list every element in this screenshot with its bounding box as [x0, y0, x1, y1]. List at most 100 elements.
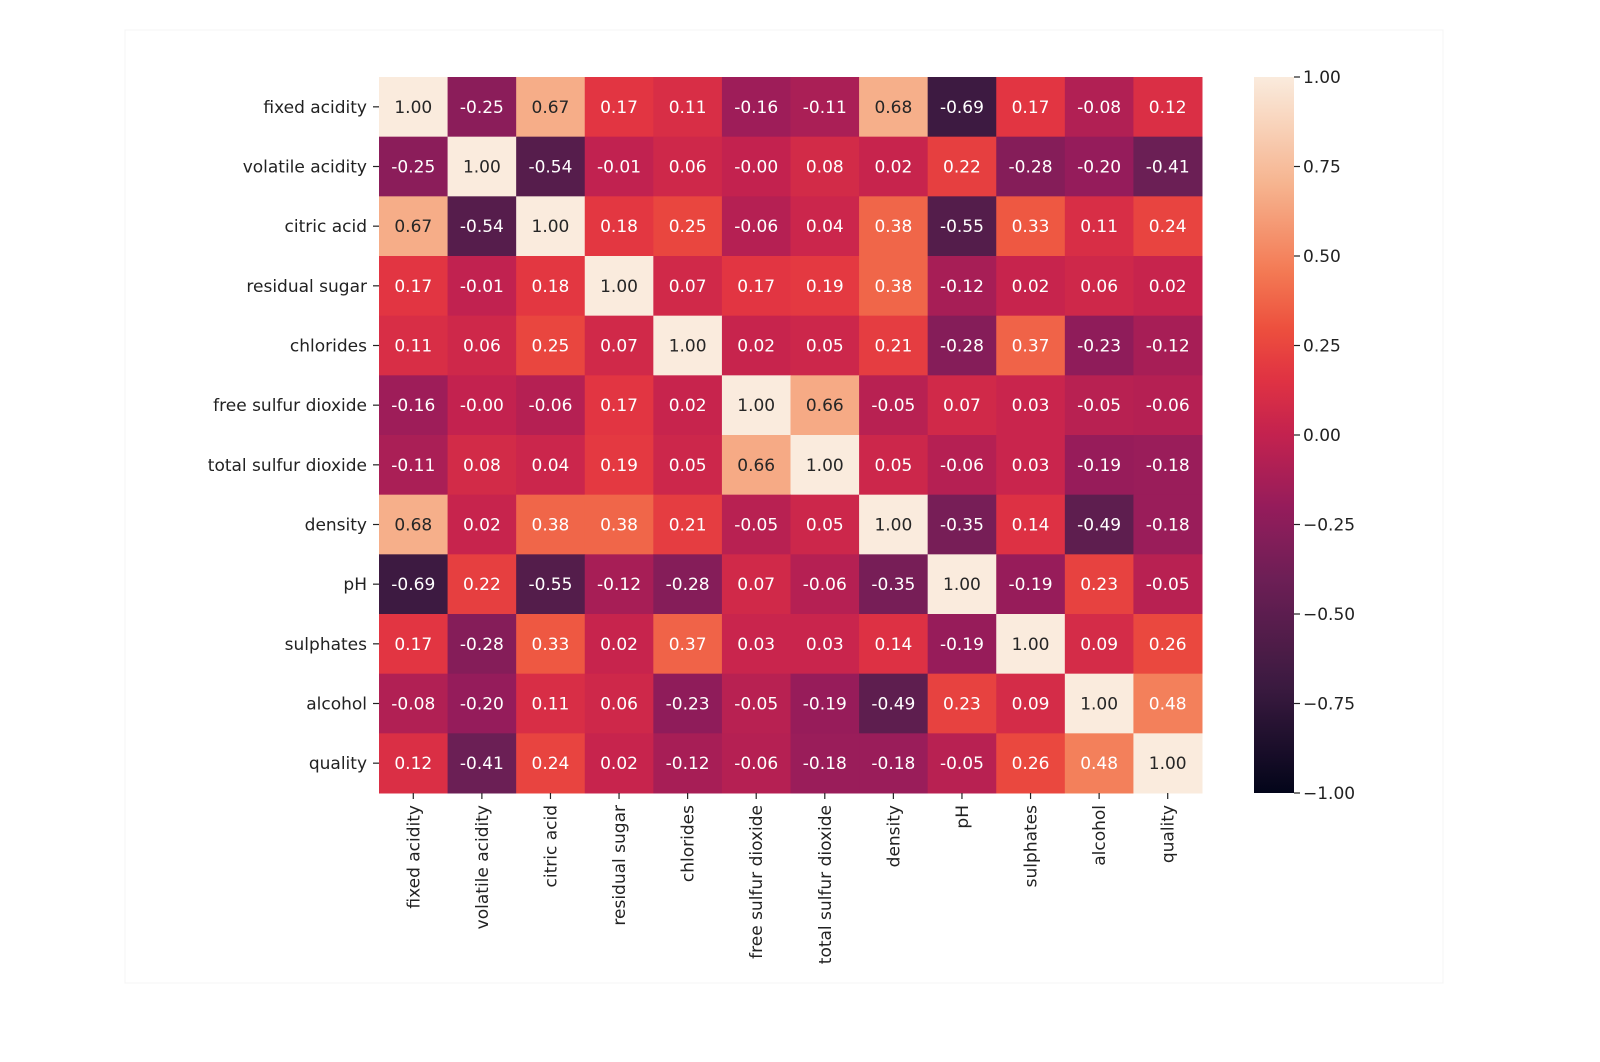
heatmap-cell	[927, 196, 997, 257]
heatmap-cell	[653, 435, 723, 496]
heatmap-cell	[1133, 196, 1203, 257]
cell-value-label: 0.11	[532, 695, 570, 715]
heatmap-cell	[584, 733, 654, 794]
cell-value-label: 0.03	[1012, 456, 1050, 476]
heatmap-cell	[516, 77, 586, 138]
cell-value-label: 1.00	[532, 217, 570, 237]
cell-value-label: -0.69	[940, 98, 984, 118]
x-tick-label: pH	[953, 805, 973, 829]
colorbar-tick-label: −0.75	[1303, 695, 1355, 715]
heatmap-cell	[859, 136, 929, 197]
cell-value-label: 1.00	[737, 396, 775, 416]
cell-value-label: 0.03	[737, 635, 775, 655]
colorbar-tick-label: 0.25	[1303, 337, 1341, 357]
heatmap-cell	[379, 733, 449, 794]
heatmap-cell	[516, 136, 586, 197]
cell-value-label: -0.06	[528, 396, 572, 416]
heatmap-cell	[859, 554, 929, 615]
heatmap-cell	[379, 494, 449, 555]
cell-value-label: -0.19	[1077, 456, 1121, 476]
heatmap-cell	[859, 315, 929, 376]
x-tick-label: free sulfur dioxide	[747, 805, 767, 959]
heatmap-cell	[584, 315, 654, 376]
cell-value-label: 0.14	[874, 635, 912, 655]
x-tick-label: total sulfur dioxide	[816, 805, 836, 964]
cell-value-label: 0.17	[394, 635, 432, 655]
heatmap-cell	[516, 375, 586, 436]
cell-value-label: 0.67	[394, 217, 432, 237]
cell-value-label: -0.05	[940, 754, 984, 774]
heatmap-cell	[790, 554, 860, 615]
cell-value-label: -0.49	[871, 695, 915, 715]
heatmap-cell	[721, 435, 791, 496]
x-tick-label: volatile acidity	[473, 805, 493, 929]
cell-value-label: -0.05	[1146, 575, 1190, 595]
cell-value-label: 0.12	[1149, 98, 1187, 118]
heatmap-cell	[927, 256, 997, 317]
colorbar-tick-label: −1.00	[1303, 784, 1355, 804]
heatmap-cell	[1133, 554, 1203, 615]
cell-value-label: -0.08	[1077, 98, 1121, 118]
heatmap-cell	[584, 554, 654, 615]
heatmap-cell	[653, 614, 723, 675]
cell-value-label: 0.02	[1149, 277, 1187, 297]
cell-value-label: -0.06	[803, 575, 847, 595]
heatmap-cell	[859, 256, 929, 317]
heatmap-cell	[721, 136, 791, 197]
heatmap-cell	[447, 435, 517, 496]
cell-value-label: 0.06	[669, 158, 707, 178]
colorbar: 1.00 0.75 0.50 0.25 0.00 −0.25 −0.50 −0.75 −1.00	[1254, 68, 1355, 804]
heatmap-cell	[653, 196, 723, 257]
cell-value-label: 0.06	[463, 337, 501, 357]
cell-value-label: 0.02	[874, 158, 912, 178]
heatmap-cell	[653, 136, 723, 197]
heatmap-cell	[653, 315, 723, 376]
cell-value-label: -0.55	[528, 575, 572, 595]
cell-value-label: -0.25	[460, 98, 504, 118]
y-tick-label: sulphates	[285, 635, 367, 655]
heatmap-cell	[790, 77, 860, 138]
heatmap-cell	[721, 77, 791, 138]
heatmap-cell	[996, 256, 1066, 317]
cell-value-label: 0.11	[1080, 217, 1118, 237]
cell-value-label: -0.55	[940, 217, 984, 237]
heatmap-cell	[447, 77, 517, 138]
x-tick-label: fixed acidity	[404, 805, 424, 909]
heatmap-cell	[859, 77, 929, 138]
cell-value-label: -0.18	[1146, 456, 1190, 476]
heatmap-cell	[1064, 673, 1134, 734]
cell-value-label: 0.11	[394, 337, 432, 357]
heatmap-cell	[447, 733, 517, 794]
cell-value-label: 0.18	[600, 217, 638, 237]
cell-value-label: 0.26	[1012, 754, 1050, 774]
heatmap-cell	[996, 136, 1066, 197]
heatmap-cell	[1133, 77, 1203, 138]
cell-value-label: 0.21	[874, 337, 912, 357]
heatmap-cell	[996, 554, 1066, 615]
cell-value-label: 0.14	[1012, 516, 1050, 536]
heatmap-cell	[447, 256, 517, 317]
cell-value-label: -0.20	[1077, 158, 1121, 178]
cell-value-label: -0.18	[871, 754, 915, 774]
x-tick-label: sulphates	[1022, 805, 1042, 887]
heatmap-cell	[447, 315, 517, 376]
y-tick-label: total sulfur dioxide	[208, 456, 367, 476]
heatmap-cell	[790, 614, 860, 675]
cell-value-label: -0.00	[460, 396, 504, 416]
heatmap-cell	[996, 494, 1066, 555]
heatmap-cell	[1133, 614, 1203, 675]
cell-value-label: -0.54	[528, 158, 572, 178]
cell-value-label: -0.20	[460, 695, 504, 715]
cell-value-label: 0.17	[737, 277, 775, 297]
cell-value-label: 0.02	[737, 337, 775, 357]
cell-value-label: -0.18	[803, 754, 847, 774]
heatmap-cell	[1064, 196, 1134, 257]
cell-value-label: 1.00	[1080, 695, 1118, 715]
heatmap-cell	[721, 196, 791, 257]
heatmap-cell	[1064, 494, 1134, 555]
heatmap-cell	[584, 435, 654, 496]
y-tick-labels: fixed acidity volatile acidity citric acid…	[208, 98, 379, 774]
cell-value-label: 0.38	[874, 217, 912, 237]
heatmap-cell	[790, 733, 860, 794]
cell-value-label: -0.35	[871, 575, 915, 595]
